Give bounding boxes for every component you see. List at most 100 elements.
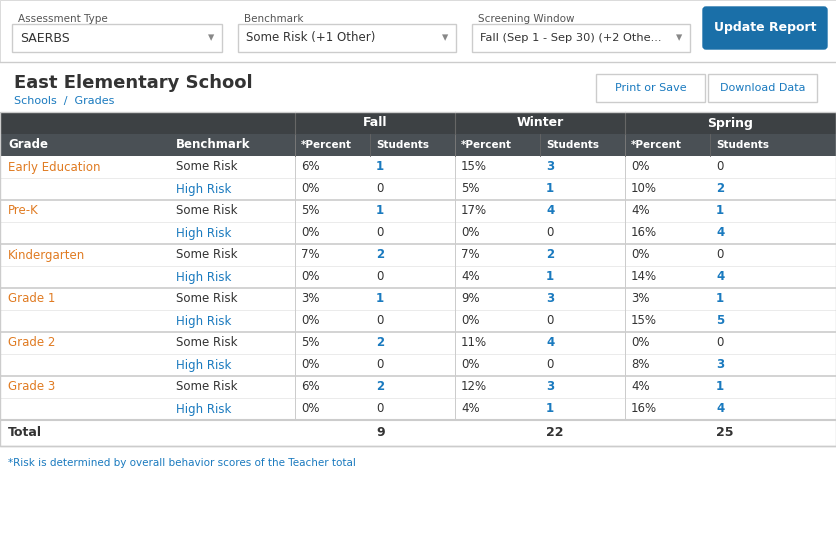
Text: Grade 3: Grade 3 bbox=[8, 381, 55, 393]
Text: 0: 0 bbox=[546, 359, 553, 372]
Text: Students: Students bbox=[546, 140, 599, 150]
Text: 0: 0 bbox=[716, 336, 723, 350]
Text: Benchmark: Benchmark bbox=[176, 139, 251, 151]
Text: 0%: 0% bbox=[461, 227, 480, 239]
Text: East Elementary School: East Elementary School bbox=[14, 74, 252, 92]
Text: Students: Students bbox=[716, 140, 769, 150]
Text: 0%: 0% bbox=[301, 227, 319, 239]
Bar bbox=[0, 420, 836, 446]
Text: 0%: 0% bbox=[301, 314, 319, 327]
Text: 0: 0 bbox=[376, 314, 384, 327]
Text: 1: 1 bbox=[546, 271, 554, 284]
Text: 0: 0 bbox=[546, 314, 553, 327]
Text: *Percent: *Percent bbox=[631, 140, 682, 150]
Text: Print or Save: Print or Save bbox=[614, 83, 686, 93]
Bar bbox=[0, 354, 836, 376]
Text: 4: 4 bbox=[716, 271, 724, 284]
Text: 1: 1 bbox=[376, 205, 384, 217]
Text: Grade 2: Grade 2 bbox=[8, 336, 55, 350]
Text: 0: 0 bbox=[376, 182, 384, 196]
Text: 0: 0 bbox=[376, 359, 384, 372]
Text: Grade 1: Grade 1 bbox=[8, 293, 55, 305]
Text: 1: 1 bbox=[716, 293, 724, 305]
Text: 0%: 0% bbox=[631, 160, 650, 174]
Text: 4: 4 bbox=[716, 227, 724, 239]
Text: *Percent: *Percent bbox=[301, 140, 352, 150]
Text: 8%: 8% bbox=[631, 359, 650, 372]
Text: 0: 0 bbox=[546, 227, 553, 239]
Text: Spring: Spring bbox=[707, 117, 753, 130]
Text: 5%: 5% bbox=[461, 182, 480, 196]
Text: 10%: 10% bbox=[631, 182, 657, 196]
Text: Kindergarten: Kindergarten bbox=[8, 248, 85, 262]
Text: 0: 0 bbox=[716, 248, 723, 262]
Text: Screening Window: Screening Window bbox=[478, 14, 574, 24]
Text: 4%: 4% bbox=[461, 402, 480, 416]
Text: 2: 2 bbox=[376, 381, 384, 393]
Text: 1: 1 bbox=[716, 205, 724, 217]
FancyBboxPatch shape bbox=[0, 0, 836, 62]
FancyBboxPatch shape bbox=[472, 24, 690, 52]
Text: Update Report: Update Report bbox=[714, 21, 816, 35]
Text: 3%: 3% bbox=[301, 293, 319, 305]
Text: 22: 22 bbox=[546, 426, 563, 440]
Text: *Risk is determined by overall behavior scores of the Teacher total: *Risk is determined by overall behavior … bbox=[8, 458, 356, 468]
Text: 6%: 6% bbox=[301, 160, 319, 174]
Bar bbox=[0, 134, 836, 156]
Text: 0%: 0% bbox=[301, 182, 319, 196]
Text: ▾: ▾ bbox=[676, 31, 682, 44]
FancyBboxPatch shape bbox=[596, 74, 705, 102]
Text: *Percent: *Percent bbox=[461, 140, 512, 150]
Text: Winter: Winter bbox=[517, 117, 563, 130]
Text: 0%: 0% bbox=[461, 359, 480, 372]
Text: 12%: 12% bbox=[461, 381, 487, 393]
Text: 7%: 7% bbox=[461, 248, 480, 262]
Text: High Risk: High Risk bbox=[176, 402, 232, 416]
Text: Some Risk: Some Risk bbox=[176, 205, 237, 217]
Text: 1: 1 bbox=[716, 381, 724, 393]
Text: 0%: 0% bbox=[461, 314, 480, 327]
Text: 5%: 5% bbox=[301, 205, 319, 217]
Text: SAERBS: SAERBS bbox=[20, 31, 69, 44]
Text: 15%: 15% bbox=[631, 314, 657, 327]
Bar bbox=[0, 266, 836, 288]
Text: 0: 0 bbox=[376, 227, 384, 239]
Text: 9%: 9% bbox=[461, 293, 480, 305]
Text: ▾: ▾ bbox=[208, 31, 214, 44]
Text: Grade: Grade bbox=[8, 139, 48, 151]
Text: Some Risk: Some Risk bbox=[176, 248, 237, 262]
Text: 4%: 4% bbox=[631, 205, 650, 217]
Text: 7%: 7% bbox=[301, 248, 319, 262]
Text: High Risk: High Risk bbox=[176, 271, 232, 284]
Text: 9: 9 bbox=[376, 426, 385, 440]
Text: Total: Total bbox=[8, 426, 42, 440]
FancyBboxPatch shape bbox=[238, 24, 456, 52]
FancyBboxPatch shape bbox=[12, 24, 222, 52]
Text: 3: 3 bbox=[546, 293, 554, 305]
Text: 5: 5 bbox=[716, 314, 724, 327]
Text: Fall (Sep 1 - Sep 30) (+2 Othe...: Fall (Sep 1 - Sep 30) (+2 Othe... bbox=[480, 33, 661, 43]
Text: Pre-K: Pre-K bbox=[8, 205, 38, 217]
Text: Some Risk: Some Risk bbox=[176, 336, 237, 350]
Bar bbox=[0, 398, 836, 420]
Text: 4: 4 bbox=[546, 205, 554, 217]
FancyBboxPatch shape bbox=[708, 74, 817, 102]
Text: 15%: 15% bbox=[461, 160, 487, 174]
Text: 0%: 0% bbox=[631, 336, 650, 350]
Text: 0%: 0% bbox=[301, 402, 319, 416]
Text: High Risk: High Risk bbox=[176, 182, 232, 196]
Bar bbox=[0, 332, 836, 354]
Text: 0: 0 bbox=[716, 160, 723, 174]
Text: Early Education: Early Education bbox=[8, 160, 100, 174]
Text: 2: 2 bbox=[376, 336, 384, 350]
Text: 5%: 5% bbox=[301, 336, 319, 350]
Bar bbox=[0, 288, 836, 310]
Text: 0%: 0% bbox=[631, 248, 650, 262]
Text: Some Risk (+1 Other): Some Risk (+1 Other) bbox=[246, 31, 375, 44]
Text: 1: 1 bbox=[546, 402, 554, 416]
Bar bbox=[0, 244, 836, 266]
Text: 4: 4 bbox=[716, 402, 724, 416]
Bar bbox=[0, 222, 836, 244]
Text: Some Risk: Some Risk bbox=[176, 293, 237, 305]
Text: High Risk: High Risk bbox=[176, 227, 232, 239]
